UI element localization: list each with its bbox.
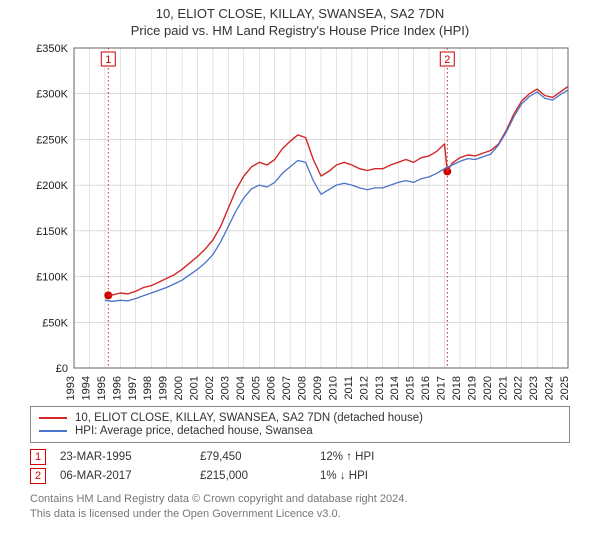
sale-marker-icon: 1 [30, 449, 46, 465]
svg-text:1999: 1999 [158, 376, 170, 400]
svg-text:2015: 2015 [405, 376, 417, 400]
sale-date: 23-MAR-1995 [60, 451, 200, 463]
svg-text:2013: 2013 [374, 376, 386, 400]
sale-row: 1 23-MAR-1995 £79,450 12% ↑ HPI [30, 449, 570, 465]
svg-text:1993: 1993 [65, 376, 77, 400]
footer: Contains HM Land Registry data © Crown c… [30, 492, 570, 522]
legend-label: HPI: Average price, detached house, Swan… [75, 425, 313, 437]
sale-delta: 1% ↓ HPI [320, 470, 440, 482]
legend-label: 10, ELIOT CLOSE, KILLAY, SWANSEA, SA2 7D… [75, 412, 423, 424]
svg-text:£200K: £200K [36, 180, 68, 192]
svg-text:2009: 2009 [312, 376, 324, 400]
svg-text:£350K: £350K [36, 43, 68, 55]
svg-text:2003: 2003 [219, 376, 231, 400]
sale-marker-icon: 2 [30, 468, 46, 484]
footer-line: This data is licensed under the Open Gov… [30, 507, 570, 522]
svg-text:2012: 2012 [358, 376, 370, 400]
sale-table: 1 23-MAR-1995 £79,450 12% ↑ HPI 2 06-MAR… [30, 449, 570, 484]
footer-line: Contains HM Land Registry data © Crown c… [30, 492, 570, 507]
svg-text:£0: £0 [56, 363, 68, 375]
svg-text:2019: 2019 [466, 376, 478, 400]
chart-svg: £0 £50K £100K £150K £200K £250K £300K £350K 1993… [20, 40, 580, 400]
svg-text:2008: 2008 [297, 376, 309, 400]
svg-text:2018: 2018 [451, 376, 463, 400]
price-chart: £0 £50K £100K £150K £200K £250K £300K £350K 1993… [20, 40, 580, 400]
svg-text:1997: 1997 [127, 376, 139, 400]
svg-text:2007: 2007 [281, 376, 293, 400]
legend-swatch-price-paid [39, 417, 67, 419]
svg-text:2014: 2014 [389, 376, 401, 400]
svg-text:2021: 2021 [497, 376, 509, 400]
svg-text:2005: 2005 [250, 376, 262, 400]
legend-row: HPI: Average price, detached house, Swan… [39, 425, 561, 437]
svg-text:£150K: £150K [36, 226, 68, 238]
svg-text:2025: 2025 [559, 376, 571, 400]
svg-text:1995: 1995 [96, 376, 108, 400]
svg-text:£250K: £250K [36, 134, 68, 146]
svg-text:£100K: £100K [36, 272, 68, 284]
sale-delta: 12% ↑ HPI [320, 451, 440, 463]
svg-text:1994: 1994 [80, 376, 92, 400]
svg-text:2011: 2011 [343, 376, 355, 400]
svg-text:1998: 1998 [142, 376, 154, 400]
svg-text:2016: 2016 [420, 376, 432, 400]
legend: 10, ELIOT CLOSE, KILLAY, SWANSEA, SA2 7D… [30, 406, 570, 443]
svg-text:£300K: £300K [36, 89, 68, 101]
svg-text:2006: 2006 [266, 376, 278, 400]
svg-text:2002: 2002 [204, 376, 216, 400]
svg-text:2017: 2017 [436, 376, 448, 400]
svg-text:2004: 2004 [235, 376, 247, 400]
svg-text:2022: 2022 [513, 376, 525, 400]
sale-date: 06-MAR-2017 [60, 470, 200, 482]
sale-row: 2 06-MAR-2017 £215,000 1% ↓ HPI [30, 468, 570, 484]
legend-row: 10, ELIOT CLOSE, KILLAY, SWANSEA, SA2 7D… [39, 412, 561, 424]
svg-text:£50K: £50K [42, 317, 68, 329]
svg-text:1: 1 [105, 54, 111, 66]
svg-text:2023: 2023 [528, 376, 540, 400]
svg-text:2010: 2010 [327, 376, 339, 400]
sale-price: £215,000 [200, 470, 320, 482]
chart-title-block: 10, ELIOT CLOSE, KILLAY, SWANSEA, SA2 7D… [0, 0, 600, 40]
legend-swatch-hpi [39, 430, 67, 432]
svg-text:1996: 1996 [111, 376, 123, 400]
svg-text:2: 2 [444, 54, 450, 66]
sale-price: £79,450 [200, 451, 320, 463]
title-subtitle: Price paid vs. HM Land Registry's House … [0, 23, 600, 38]
svg-text:2020: 2020 [482, 376, 494, 400]
title-address: 10, ELIOT CLOSE, KILLAY, SWANSEA, SA2 7D… [0, 6, 600, 21]
svg-text:2000: 2000 [173, 376, 185, 400]
svg-text:2001: 2001 [189, 376, 201, 400]
svg-text:2024: 2024 [544, 376, 556, 400]
